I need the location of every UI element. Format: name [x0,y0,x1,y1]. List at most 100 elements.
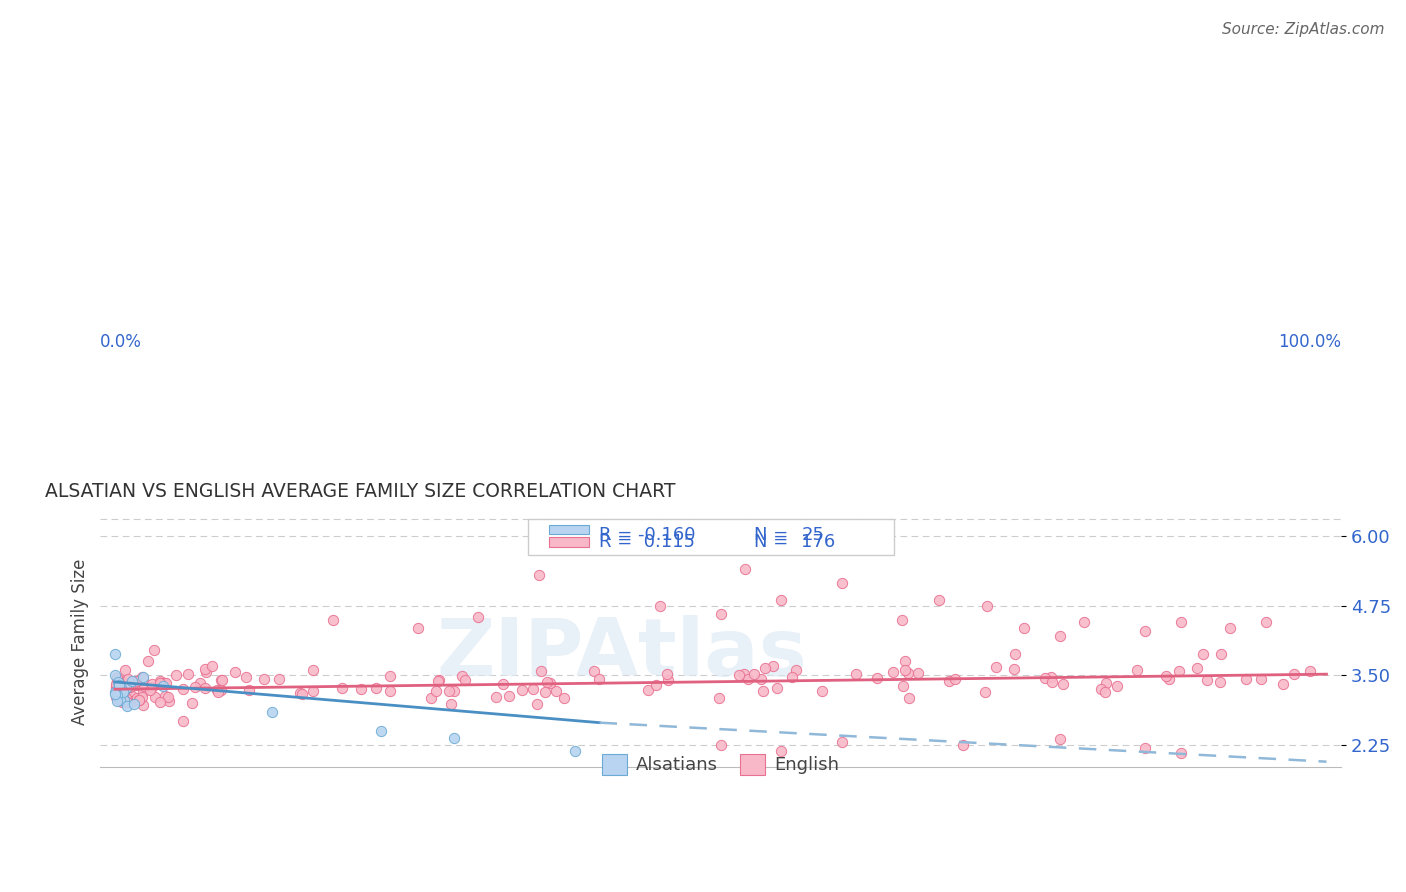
Point [707,690,730,705]
Point [443,731,465,745]
Point [108,680,131,694]
Point [330,681,353,695]
Point [108,685,131,699]
Point [107,690,129,705]
Point [108,673,131,688]
Point [655,667,678,681]
Point [734,562,756,576]
Point [742,667,765,681]
Text: N =: N = [754,525,794,544]
Point [253,672,276,686]
Point [128,693,150,707]
Point [110,673,132,688]
Point [1209,674,1232,689]
Point [114,678,136,692]
Point [564,743,586,757]
Point [637,683,659,698]
Point [124,673,146,688]
Point [183,680,205,694]
Point [117,681,139,695]
Point [105,681,128,696]
Point [810,684,832,698]
Point [546,684,568,698]
Point [165,668,187,682]
Point [141,676,163,690]
Point [117,673,139,687]
Point [224,665,246,679]
Point [194,662,217,676]
Point [105,673,128,688]
Point [107,675,129,690]
Point [406,621,429,635]
Point [648,599,671,613]
Point [538,675,561,690]
Point [1219,621,1241,635]
Text: Source: ZipAtlas.com: Source: ZipAtlas.com [1222,22,1385,37]
Point [201,659,224,673]
Point [131,685,153,699]
Point [143,643,166,657]
Point [897,665,920,680]
Point [122,694,145,708]
Point [110,681,132,695]
Text: R =  0.115: R = 0.115 [599,533,695,551]
Point [1094,676,1116,690]
Point [108,692,131,706]
Point [105,688,128,702]
Point [749,672,772,686]
Point [132,672,155,686]
Point [737,672,759,686]
Point [378,684,401,698]
Text: N =: N = [754,533,794,551]
Point [131,670,153,684]
Point [770,743,793,757]
Point [302,684,325,698]
Point [115,698,138,713]
Text: ZIPAtlas: ZIPAtlas [436,615,807,693]
Point [1250,672,1272,686]
Point [110,679,132,693]
Point [710,607,733,621]
Point [1272,677,1295,691]
Point [831,735,853,749]
Y-axis label: Average Family Size: Average Family Size [72,558,89,725]
Point [427,673,450,687]
Point [893,663,915,677]
Point [366,681,388,695]
Point [1040,675,1063,690]
Point [153,689,176,703]
Point [1040,669,1063,683]
Point [882,665,904,679]
Point [139,682,162,697]
Point [440,698,463,712]
Point [153,676,176,690]
Point [380,669,402,683]
Point [770,593,793,607]
Point [1004,648,1026,662]
Point [1052,677,1074,691]
Point [115,675,138,690]
Point [522,681,544,696]
Point [302,663,325,677]
Point [209,683,232,698]
Point [209,673,232,687]
Point [485,690,508,704]
Point [105,680,128,694]
Point [1209,647,1232,661]
Point [114,664,136,678]
Point [150,675,173,690]
Point [645,678,668,692]
Point [754,661,776,675]
Point [118,691,141,706]
Point [613,532,636,546]
Point [986,660,1008,674]
Point [467,609,489,624]
Point [238,682,260,697]
Point [104,647,127,661]
FancyBboxPatch shape [550,524,589,534]
Point [269,672,291,686]
Point [536,675,558,690]
Point [115,680,138,694]
Point [155,676,177,690]
Point [124,697,146,711]
